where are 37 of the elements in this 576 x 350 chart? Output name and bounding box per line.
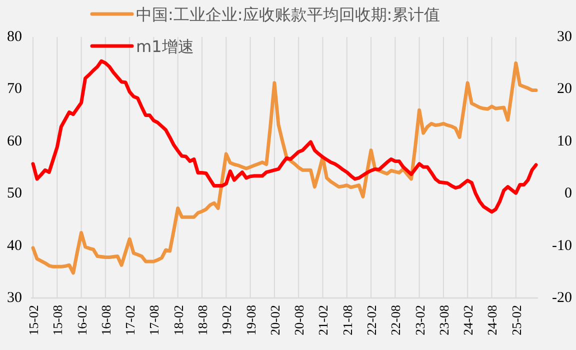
- legend-label: m1增速: [136, 37, 194, 56]
- y-tick-label: 40: [7, 238, 22, 254]
- y-tick-label: 30: [7, 290, 22, 306]
- x-tick-label: 19-02: [219, 305, 234, 336]
- x-tick-label: 24-02: [460, 305, 476, 336]
- y-tick-label: 50: [7, 186, 22, 202]
- x-tick-label: 21-02: [316, 305, 331, 336]
- x-tick-label: 20-08: [292, 305, 307, 336]
- y-tick-label: 70: [7, 81, 22, 98]
- x-tick-label: 25-02: [508, 305, 524, 336]
- x-tick-label: 18-02: [170, 305, 186, 336]
- x-tick-label: 17-08: [146, 305, 162, 336]
- y2-tick-label: 20: [557, 81, 572, 98]
- x-tick-label: 17-02: [122, 305, 138, 336]
- legend-label: 中国:工业企业:应收账款平均回收期:累计值: [136, 5, 440, 24]
- y2-tick-label: -10: [552, 238, 572, 254]
- y2-tick-label: 30: [557, 29, 572, 45]
- x-tick-label: 15-02: [26, 305, 41, 336]
- x-tick-label: 16-08: [98, 305, 114, 336]
- x-tick-label: 19-08: [243, 305, 258, 336]
- x-tick-label: 22-08: [388, 305, 404, 336]
- x-tick-label: 18-08: [195, 305, 210, 336]
- y2-tick-label: 10: [557, 133, 572, 150]
- line-series: [31, 59, 538, 214]
- line-series: [31, 61, 538, 275]
- x-tick-label: 21-08: [340, 305, 355, 336]
- y2-tick-label: -20: [552, 290, 572, 306]
- x-tick-label: 20-02: [267, 305, 282, 336]
- y-tick-label: 80: [7, 29, 22, 45]
- x-tick-label: 23-02: [412, 305, 428, 336]
- x-tick-label: 15-08: [50, 305, 66, 336]
- y-tick-label: 60: [7, 133, 22, 150]
- x-tick-label: 23-08: [436, 305, 452, 336]
- x-tick-label: 22-02: [364, 305, 380, 336]
- y2-tick-label: 0: [564, 186, 572, 202]
- x-tick-label: 24-08: [484, 305, 500, 336]
- x-tick-label: 16-02: [74, 305, 90, 336]
